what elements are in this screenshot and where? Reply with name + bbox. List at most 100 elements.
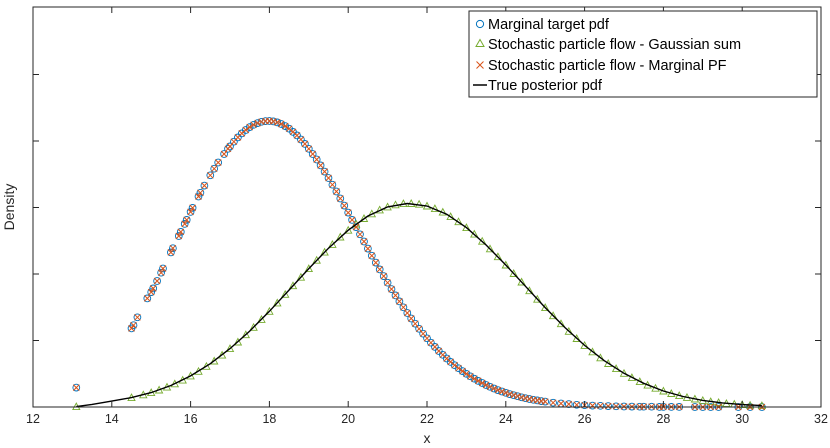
data-point-circle <box>188 204 197 212</box>
data-point-circle <box>308 150 317 158</box>
data-point-x <box>494 386 502 394</box>
data-point-circle <box>486 382 494 391</box>
data-point-circle <box>431 343 439 351</box>
data-point-x <box>470 375 478 383</box>
data-point-circle <box>375 265 384 274</box>
data-point-circle <box>159 264 167 273</box>
data-point-circle <box>157 268 165 277</box>
data-point-triangle <box>265 306 274 315</box>
legend-x-marker <box>476 61 484 69</box>
data-point-x <box>340 202 348 209</box>
data-point-circle <box>419 329 427 338</box>
data-point-x <box>254 119 261 127</box>
data-point-x <box>549 399 557 407</box>
data-point-circle <box>572 400 581 409</box>
data-point-x <box>147 288 155 296</box>
data-point-x <box>368 252 376 260</box>
data-point-circle <box>129 321 138 330</box>
data-point-x <box>197 189 204 197</box>
data-point-triangle <box>572 334 581 342</box>
data-point-x <box>169 244 177 252</box>
data-point-x <box>459 367 466 375</box>
data-point-circle <box>403 309 412 317</box>
data-point-x <box>490 385 498 392</box>
data-point-triangle <box>233 337 243 346</box>
data-point-triangle <box>603 359 613 367</box>
data-point-x <box>72 384 80 391</box>
data-point-circle <box>304 144 313 153</box>
data-point-x <box>128 325 135 332</box>
data-point-triangle <box>556 319 566 328</box>
data-point-triangle <box>635 377 645 386</box>
data-point-x <box>220 150 228 158</box>
data-point-x <box>478 379 486 387</box>
data-point-x <box>372 259 380 266</box>
data-point-circle <box>427 338 435 347</box>
data-point-circle <box>344 208 353 217</box>
data-point-x <box>415 325 423 333</box>
data-point-circle <box>356 230 364 239</box>
data-point-circle <box>230 137 238 146</box>
true-curve-layer <box>76 202 762 408</box>
data-point-circle <box>415 324 423 333</box>
data-point-triangle <box>312 255 321 264</box>
data-point-circle <box>458 367 467 375</box>
data-point-circle <box>367 251 376 260</box>
data-point-circle <box>454 364 463 373</box>
data-point-circle <box>210 164 219 173</box>
data-point-x <box>195 193 202 200</box>
data-point-x <box>597 402 604 410</box>
x-tick-label: 22 <box>420 412 434 426</box>
data-point-circle <box>360 237 368 246</box>
data-point-circle <box>596 401 605 410</box>
data-point-triangle <box>564 326 574 335</box>
data-point-circle <box>180 220 189 228</box>
data-point-x <box>201 182 208 189</box>
data-point-triangle <box>304 264 314 273</box>
data-point-x <box>273 119 281 126</box>
data-point-x <box>380 272 388 280</box>
legend-entry-gaussian-sum: Stochastic particle flow - Gaussian sum <box>475 37 741 53</box>
data-point-circle <box>182 216 191 224</box>
data-point-x <box>214 159 222 166</box>
data-point-x <box>181 220 189 228</box>
data-point-x <box>411 320 419 328</box>
data-point-x <box>364 245 372 252</box>
data-point-triangle <box>170 379 180 388</box>
data-point-circle <box>234 133 242 142</box>
data-point-circle <box>612 402 620 411</box>
data-point-x <box>305 145 313 153</box>
data-point-circle <box>498 387 506 396</box>
data-point-circle <box>72 383 81 392</box>
data-point-circle <box>174 232 183 240</box>
data-point-circle <box>194 192 203 201</box>
data-point-x <box>392 292 399 299</box>
data-point-x <box>189 204 196 212</box>
data-point-x <box>376 266 384 273</box>
data-point-circle <box>176 228 185 236</box>
data-point-x <box>506 390 514 398</box>
x-tick-label: 14 <box>105 412 119 426</box>
data-point-x <box>407 315 415 322</box>
x-tick-label: 24 <box>499 412 513 426</box>
data-point-triangle <box>288 281 298 290</box>
data-point-x <box>557 400 565 407</box>
data-point-triangle <box>619 368 629 377</box>
data-point-x <box>301 140 309 148</box>
data-point-x <box>400 303 407 311</box>
x-tick-label: 30 <box>735 412 749 426</box>
data-point-circle <box>143 294 152 303</box>
data-point-x <box>269 118 277 125</box>
data-point-x <box>463 370 470 378</box>
data-point-circle <box>153 277 161 285</box>
data-point-circle <box>371 258 380 267</box>
data-point-circle <box>470 374 479 383</box>
data-point-x <box>317 162 324 169</box>
data-point-circle <box>133 313 142 322</box>
data-point-x <box>242 126 250 134</box>
data-point-triangle <box>611 364 621 373</box>
data-point-triangle <box>627 373 637 382</box>
data-point-triangle <box>596 353 605 362</box>
data-point-circle <box>348 216 356 224</box>
